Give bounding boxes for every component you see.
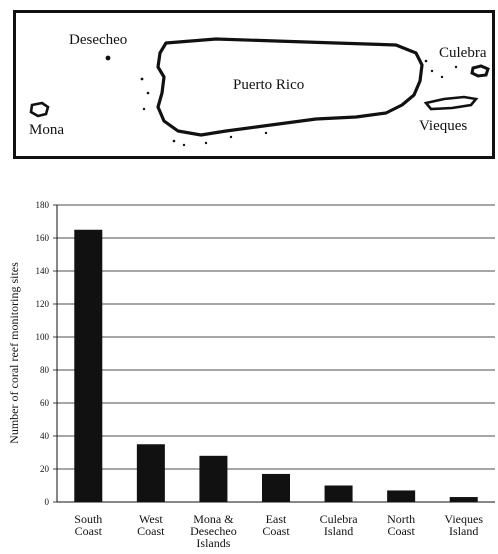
y-tick-label: 160 — [36, 233, 50, 243]
y-tick-label: 100 — [36, 332, 50, 342]
bar — [262, 473, 290, 502]
y-tick-labels: 0 20 40 60 80 100 120 140 160 180 — [36, 200, 57, 507]
puerto-rico-map — [29, 37, 490, 147]
map-label-culebra: Culebra — [439, 45, 487, 61]
y-tick-label: 180 — [36, 200, 50, 210]
map-label-vieques: Vieques — [419, 118, 468, 134]
y-tick-label: 80 — [40, 365, 50, 375]
x-category-label: Culebra Island — [320, 512, 359, 538]
map-label-puerto-rico: Puerto Rico — [233, 77, 305, 93]
x-category-label: East Coast — [262, 512, 290, 538]
y-tick-label: 60 — [40, 398, 50, 408]
map-label-desecheo: Desecheo — [69, 32, 128, 48]
y-tick-label: 140 — [36, 266, 50, 276]
y-tick-label: 20 — [40, 464, 50, 474]
coastal-specks — [140, 59, 458, 147]
axes — [56, 205, 495, 503]
puerto-rico-island-outline — [156, 37, 424, 137]
bar — [324, 485, 353, 502]
map-label-mona: Mona — [29, 122, 64, 138]
vieques-island-outline — [423, 95, 479, 111]
mona-island-outline — [29, 101, 50, 118]
gridlines — [57, 204, 495, 470]
x-category-label: South Coast — [74, 512, 102, 538]
x-category-labels: South Coast West Coast Mona & Desecheo Islands… — [74, 512, 483, 550]
x-category-label: North Coast — [387, 512, 415, 538]
bar — [387, 490, 416, 502]
y-axis-label: Number of coral reef monitoring sites — [7, 262, 21, 444]
y-tick-label: 120 — [36, 299, 50, 309]
x-category-label: Mona & Desecheo Islands — [190, 512, 237, 550]
culebra-island-outline — [470, 64, 490, 78]
bar — [449, 497, 478, 502]
y-tick-label: 0 — [45, 497, 50, 507]
bars — [74, 229, 478, 502]
bar — [199, 455, 228, 502]
desecheo-island-dot — [105, 55, 111, 61]
x-category-label: Vieques Island — [444, 512, 483, 538]
bar — [74, 229, 103, 502]
map-panel: Desecheo Puerto Rico Culebra Mona Vieque… — [13, 10, 495, 159]
x-category-label: West Coast — [137, 512, 165, 538]
bar — [136, 444, 165, 502]
y-tick-label: 40 — [40, 431, 50, 441]
coral-reef-sites-bar-chart: 0 20 40 60 80 100 120 140 160 180 South Coast West C… — [7, 200, 495, 550]
